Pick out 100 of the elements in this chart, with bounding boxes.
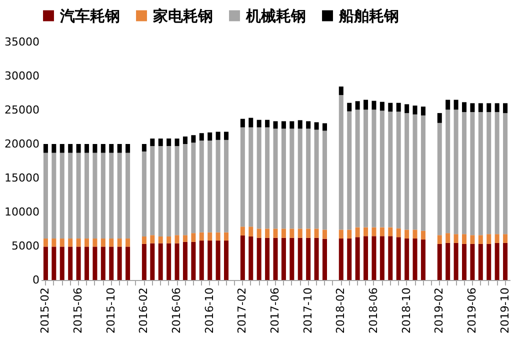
bar <box>355 110 360 228</box>
bar <box>380 102 384 111</box>
legend-label: 船舶耗钢 <box>338 6 399 25</box>
bar <box>446 233 450 243</box>
bar <box>273 228 278 238</box>
bar <box>420 240 426 280</box>
bar <box>273 121 278 129</box>
bar <box>372 110 376 228</box>
bar <box>100 238 106 247</box>
bar <box>478 103 483 112</box>
bar <box>92 152 98 239</box>
bar <box>60 246 64 280</box>
bar <box>420 106 426 116</box>
bar <box>216 232 220 241</box>
bar <box>454 242 458 280</box>
bar <box>306 121 311 129</box>
bar <box>437 113 442 123</box>
bar <box>126 144 130 153</box>
bar <box>281 228 286 238</box>
bar <box>199 133 204 141</box>
bar <box>454 234 458 243</box>
bar <box>52 152 56 239</box>
bar <box>150 235 155 244</box>
bar <box>182 136 188 144</box>
bar <box>338 230 344 239</box>
bar <box>347 111 352 230</box>
bar <box>166 236 172 244</box>
bar <box>404 238 410 280</box>
bar <box>306 128 311 229</box>
bar <box>240 235 245 280</box>
bar <box>380 110 384 228</box>
bar <box>454 110 458 234</box>
bar <box>338 238 344 280</box>
bar <box>420 230 426 240</box>
bar <box>109 152 114 239</box>
bar <box>412 230 418 239</box>
bar <box>322 123 327 131</box>
bar <box>208 140 212 232</box>
bar <box>322 130 327 230</box>
bar <box>191 135 196 143</box>
bar <box>248 226 254 236</box>
bar <box>454 100 458 110</box>
bar <box>84 238 90 247</box>
bar <box>216 140 220 232</box>
bar <box>142 144 146 152</box>
bar <box>494 103 500 112</box>
bar <box>158 138 163 146</box>
bar <box>158 243 163 280</box>
bar <box>68 144 73 153</box>
bar <box>372 236 376 280</box>
bar <box>208 232 212 241</box>
bar <box>298 128 302 229</box>
bar <box>396 237 401 280</box>
bar <box>404 113 410 230</box>
bar <box>298 120 302 129</box>
bar <box>364 100 368 110</box>
bar <box>216 240 220 280</box>
bar <box>462 112 467 234</box>
bar <box>494 112 500 234</box>
bar <box>92 144 98 153</box>
bar <box>273 128 278 229</box>
bar <box>265 120 270 128</box>
x-tick-label: 2017-02 <box>236 288 249 334</box>
bar <box>182 242 188 280</box>
bar <box>470 112 475 236</box>
bar <box>355 227 360 238</box>
y-tick-label: 5000 <box>12 240 40 252</box>
bar <box>150 146 155 236</box>
bar <box>486 103 492 112</box>
bar <box>338 95 344 230</box>
bar <box>84 246 90 280</box>
bar <box>396 112 401 228</box>
bar <box>503 242 508 280</box>
x-tick-label: 2015-02 <box>38 288 52 334</box>
bar <box>290 238 294 280</box>
bar <box>76 144 81 153</box>
x-tick-label: 2018-06 <box>366 288 380 334</box>
bar <box>174 243 180 280</box>
bar <box>126 238 130 247</box>
bar <box>420 115 426 231</box>
bar <box>158 236 163 244</box>
bar <box>256 120 262 128</box>
y-tick-label: 20000 <box>4 138 40 150</box>
bar <box>117 238 122 247</box>
bar <box>256 228 262 238</box>
bar <box>224 140 229 232</box>
x-tick-label: 2015-06 <box>72 288 85 334</box>
bar <box>224 132 229 140</box>
bar <box>470 235 475 244</box>
bar <box>281 238 286 280</box>
bar <box>265 238 270 280</box>
bar <box>150 243 155 280</box>
bar <box>126 152 130 239</box>
bar <box>76 246 81 280</box>
bar <box>290 228 294 238</box>
bar <box>174 138 180 146</box>
bar <box>347 230 352 239</box>
x-tick-label: 2015-10 <box>104 288 118 334</box>
bar <box>347 102 352 112</box>
bar <box>224 232 229 241</box>
